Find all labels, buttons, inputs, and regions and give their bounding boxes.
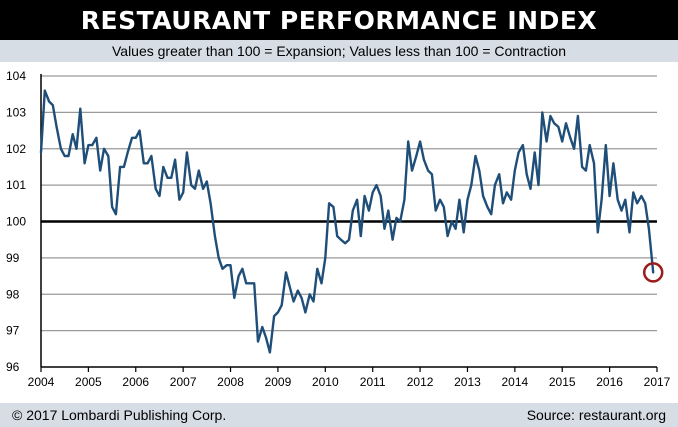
x-tick-label: 2006 [122, 375, 149, 389]
y-tick-label: 97 [6, 324, 20, 338]
y-tick-label: 98 [6, 287, 20, 301]
series-line [39, 89, 655, 354]
gridlines [41, 75, 657, 332]
x-tick-label: 2012 [407, 375, 434, 389]
x-tick-label: 2010 [312, 375, 339, 389]
x-tick-label: 2016 [596, 375, 623, 389]
y-tick-label: 96 [6, 360, 20, 374]
x-tick-label: 2011 [360, 375, 386, 389]
chart-subtitle: Values greater than 100 = Expansion; Val… [111, 43, 566, 59]
footer-bar: © 2017 Lombardi Publishing Corp. Source:… [0, 403, 678, 427]
y-tick-label: 102 [6, 142, 26, 156]
y-tick-label: 99 [6, 251, 20, 265]
source-text: Source: restaurant.org [526, 407, 666, 423]
x-tick-label: 2005 [75, 375, 102, 389]
y-tick-labels: 96 97 98 99 100 101 102 103 104 [6, 69, 26, 374]
y-tick-label: 101 [6, 178, 26, 192]
x-tick-labels: 2004 2005 2006 2007 2008 2009 2010 2011 2012 2013… [28, 375, 671, 389]
x-tick-label: 2004 [28, 375, 55, 389]
x-tick-label: 2015 [549, 375, 576, 389]
x-tick-label: 2017 [644, 375, 671, 389]
x-tick-label: 2008 [217, 375, 244, 389]
copyright-text: © 2017 Lombardi Publishing Corp. [12, 407, 227, 423]
y-tick-label: 103 [6, 105, 26, 119]
title-bar: RESTAURANT PERFORMANCE INDEX [0, 0, 678, 40]
marker-group [642, 262, 664, 283]
subtitle-bar: Values greater than 100 = Expansion; Val… [0, 40, 678, 62]
chart-title: RESTAURANT PERFORMANCE INDEX [80, 5, 598, 35]
y-tick-label: 104 [6, 69, 26, 83]
line-chart: 96 97 98 99 100 101 102 103 104 2004 2005 2006 2007… [6, 69, 671, 389]
last-point-marker [642, 262, 664, 283]
x-tick-label: 2014 [501, 375, 528, 389]
x-tick-label: 2013 [454, 375, 481, 389]
series-group [39, 89, 655, 354]
x-tick-label: 2007 [170, 375, 197, 389]
x-tick-label: 2009 [265, 375, 292, 389]
y-tick-label: 100 [6, 215, 26, 229]
axes [40, 74, 658, 372]
